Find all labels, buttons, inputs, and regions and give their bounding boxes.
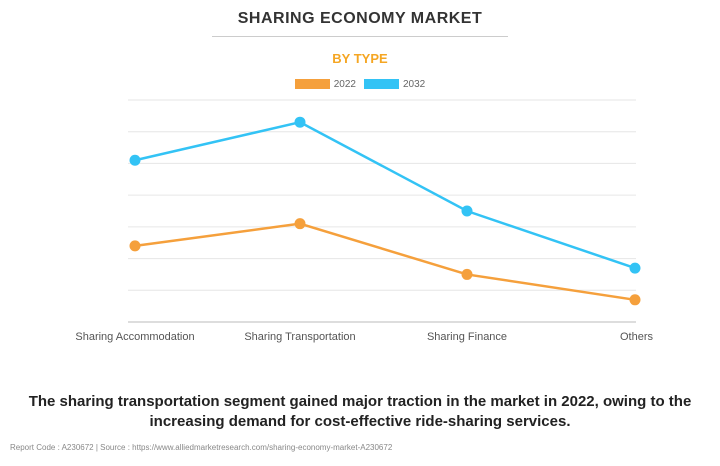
- data-point-2032: [129, 154, 141, 166]
- legend-label: 2032: [403, 79, 426, 90]
- series-line-2022: [134, 222, 636, 302]
- x-tick-label: Others: [620, 331, 654, 343]
- title-divider: [212, 36, 508, 37]
- data-point-2032: [461, 205, 473, 217]
- legend-swatch: [364, 79, 399, 90]
- legend-item-2032: 2032: [364, 79, 425, 90]
- x-tick-label: Sharing Transportation: [244, 331, 355, 343]
- chart-subtitle: BY TYPE: [332, 51, 388, 66]
- chart-title: SHARING ECONOMY MARKET: [237, 10, 483, 27]
- data-point-2032: [294, 116, 306, 128]
- legend-swatch: [294, 79, 330, 90]
- x-tick-label: Sharing Finance: [427, 331, 507, 343]
- x-tick-label: Sharing Accommodation: [75, 331, 194, 343]
- chart-caption: The sharing transportation segment gaine…: [28, 393, 692, 430]
- footer-source: Report Code : A230672 | Source : https:/…: [10, 443, 393, 452]
- data-point-2022: [461, 268, 473, 280]
- legend-label: 2022: [333, 79, 356, 90]
- data-point-2022: [129, 240, 141, 252]
- series-line-2032: [134, 120, 636, 270]
- data-point-2022: [629, 294, 641, 306]
- data-point-2032: [629, 262, 641, 274]
- line-chart: Sharing Accommodation Sharing Transportat…: [75, 99, 654, 343]
- legend-item-2022: 2022: [294, 79, 356, 90]
- data-point-2022: [294, 218, 306, 230]
- legend: 2022 2032: [0, 79, 720, 90]
